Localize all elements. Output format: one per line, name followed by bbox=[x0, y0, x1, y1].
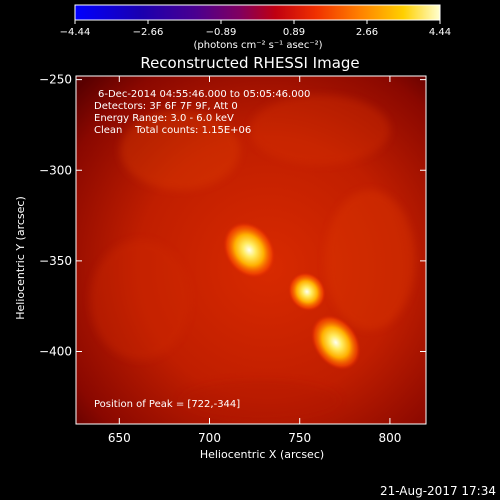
footer-timestamp: 21-Aug-2017 17:34 bbox=[380, 484, 496, 498]
x-tick-label: 650 bbox=[108, 431, 131, 445]
hxr-sources bbox=[223, 221, 361, 371]
x-axis-label: Heliocentric X (arcsec) bbox=[200, 448, 324, 461]
annotation-detectors: Detectors: 3F 6F 7F 9F, Att 0 bbox=[94, 101, 238, 112]
x-tick-label: 800 bbox=[378, 431, 401, 445]
chart-title: Reconstructed RHESSI Image bbox=[140, 54, 359, 72]
plot-frame bbox=[75, 75, 427, 425]
annotation-clean-counts: Clean Total counts: 1.15E+06 bbox=[94, 125, 251, 136]
y-axis-label: Heliocentric Y (arcsec) bbox=[14, 196, 27, 320]
y-tick-label: −400 bbox=[39, 345, 72, 359]
colorbar-tick-label: −2.66 bbox=[133, 27, 164, 38]
colorbar: −4.44 −2.66 −0.89 0.89 2.66 4.44 (photons cm⁻… bbox=[60, 4, 451, 51]
colorbar-tick-label: −4.44 bbox=[60, 27, 91, 38]
x-tick-label: 750 bbox=[288, 431, 311, 445]
colorbar-tick-label: −0.89 bbox=[206, 27, 237, 38]
source-blob bbox=[223, 221, 276, 279]
y-axis-ticks: −250 −300 −350 −400 bbox=[39, 73, 426, 359]
colorbar-tick-label: 2.66 bbox=[356, 27, 378, 38]
annotation-energy-range: Energy Range: 3.0 - 6.0 keV bbox=[94, 113, 234, 124]
peak-position-label: Position of Peak = [722,-344] bbox=[94, 399, 240, 410]
colorbar-tick-label: 0.89 bbox=[283, 27, 305, 38]
x-tick-label: 700 bbox=[198, 431, 221, 445]
y-tick-label: −350 bbox=[39, 254, 72, 268]
y-tick-label: −300 bbox=[39, 163, 72, 177]
x-axis-ticks: 650 700 750 800 bbox=[108, 76, 401, 445]
annotation-time-range: 6-Dec-2014 04:55:46.000 to 05:05:46.000 bbox=[98, 89, 310, 100]
y-tick-label: −250 bbox=[39, 73, 72, 87]
image-mottle bbox=[90, 95, 415, 420]
colorbar-tick-label: 4.44 bbox=[429, 27, 451, 38]
source-blob bbox=[288, 272, 326, 312]
plot-area: 650 700 750 800 −250 −300 −350 −400 6-Dec-2014… bbox=[39, 73, 427, 445]
colorbar-gradient bbox=[74, 4, 441, 21]
colorbar-units: (photons cm⁻² s⁻¹ asec⁻²) bbox=[193, 40, 322, 51]
colorbar-ticks: −4.44 −2.66 −0.89 0.89 2.66 4.44 bbox=[60, 20, 451, 38]
source-blob bbox=[310, 314, 361, 371]
